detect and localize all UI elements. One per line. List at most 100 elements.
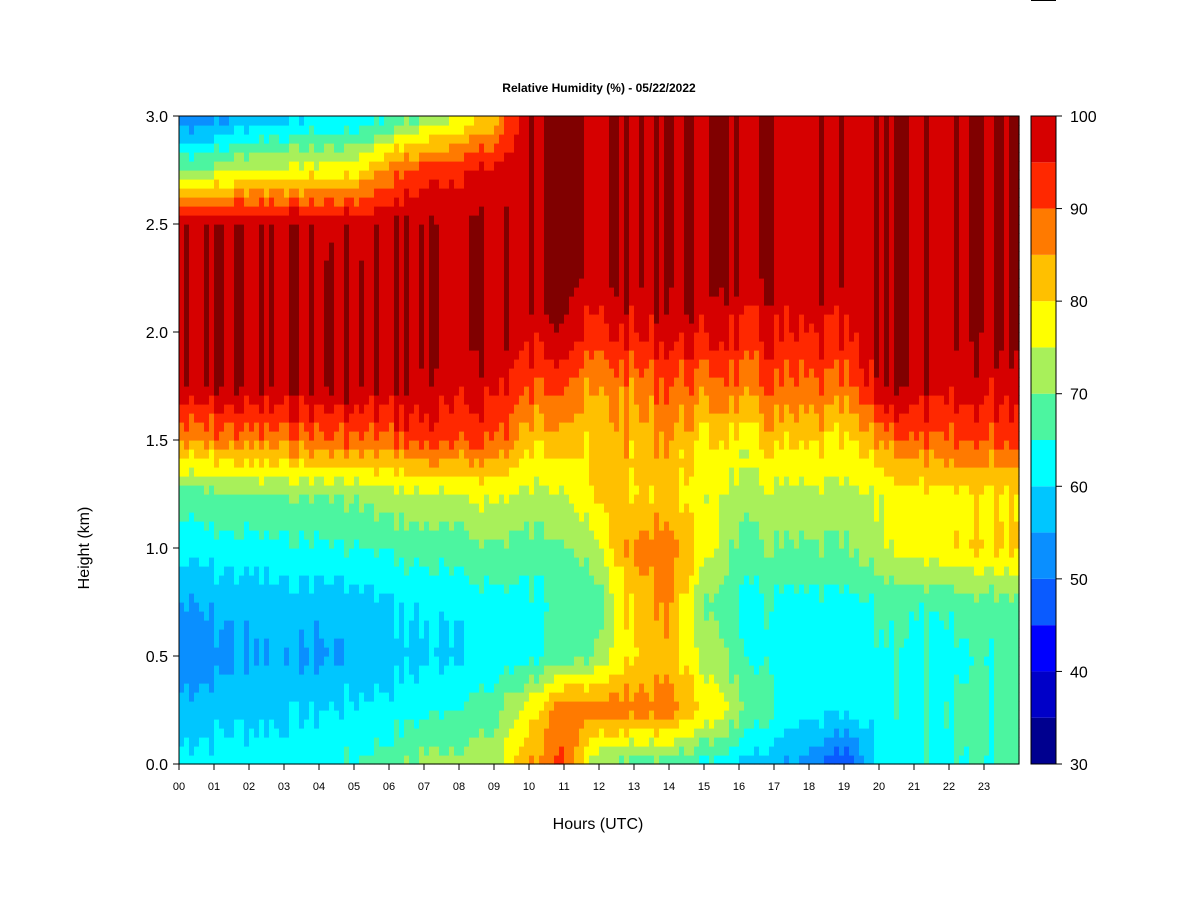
heatmap-cell: [309, 647, 315, 657]
heatmap-cell: [384, 674, 390, 684]
heatmap-cell: [349, 620, 355, 630]
heatmap-cell: [184, 413, 190, 423]
heatmap-cell: [319, 296, 325, 306]
heatmap-cell: [504, 404, 510, 414]
heatmap-cell: [319, 665, 325, 675]
heatmap-cell: [514, 233, 520, 243]
heatmap-cell: [374, 611, 380, 621]
heatmap-cell: [214, 467, 220, 477]
heatmap-cell: [214, 656, 220, 666]
heatmap-cell: [354, 485, 360, 495]
heatmap-cell: [519, 710, 525, 720]
heatmap-cell: [234, 656, 240, 666]
heatmap-cell: [519, 332, 525, 342]
heatmap-cell: [194, 665, 200, 675]
heatmap-cell: [249, 377, 255, 387]
heatmap-cell: [469, 278, 475, 288]
heatmap-cell: [379, 143, 385, 153]
heatmap-cell: [179, 152, 185, 162]
heatmap-cell: [364, 143, 370, 153]
heatmap-cell: [499, 341, 505, 351]
heatmap-cell: [264, 512, 270, 522]
heatmap-cell: [484, 251, 490, 261]
heatmap-cell: [264, 125, 270, 135]
heatmap-cell: [314, 575, 320, 585]
heatmap-cell: [509, 737, 515, 747]
heatmap-cell: [214, 710, 220, 720]
heatmap-cell: [509, 701, 515, 711]
heatmap-cell: [299, 278, 305, 288]
heatmap-cell: [294, 278, 300, 288]
heatmap-cell: [249, 755, 255, 765]
heatmap-cell: [229, 296, 235, 306]
heatmap-cell: [454, 629, 460, 639]
heatmap-cell: [384, 206, 390, 216]
heatmap-cell: [194, 278, 200, 288]
heatmap-cell: [479, 728, 485, 738]
heatmap-cell: [509, 593, 515, 603]
heatmap-cell: [374, 530, 380, 540]
heatmap-cell: [299, 197, 305, 207]
heatmap-cell: [184, 755, 190, 765]
heatmap-cell: [344, 197, 350, 207]
heatmap-cell: [199, 485, 205, 495]
heatmap-cell: [249, 584, 255, 594]
heatmap-cell: [479, 332, 485, 342]
heatmap-cell: [199, 665, 205, 675]
heatmap-cell: [194, 143, 200, 153]
heatmap-cell: [434, 170, 440, 180]
heatmap-cell: [224, 197, 230, 207]
heatmap-cell: [289, 116, 295, 126]
heatmap-cell: [314, 215, 320, 225]
heatmap-cell: [449, 629, 455, 639]
heatmap-cell: [314, 494, 320, 504]
heatmap-cell: [234, 620, 240, 630]
heatmap-cell: [384, 629, 390, 639]
heatmap-cell: [299, 746, 305, 756]
heatmap-cell: [499, 386, 505, 396]
heatmap-cell: [444, 359, 450, 369]
heatmap-cell: [309, 575, 315, 585]
heatmap-cell: [414, 692, 420, 702]
heatmap-cell: [404, 755, 410, 765]
heatmap-cell: [469, 440, 475, 450]
heatmap-cell: [329, 584, 335, 594]
heatmap-cell: [274, 251, 280, 261]
heatmap-cell: [494, 476, 500, 486]
heatmap-cell: [519, 296, 525, 306]
heatmap-cell: [239, 746, 245, 756]
heatmap-cell: [374, 512, 380, 522]
heatmap-cell: [469, 719, 475, 729]
heatmap-cell: [214, 287, 220, 297]
heatmap-cell: [414, 557, 420, 567]
heatmap-cell: [189, 512, 195, 522]
heatmap-cell: [284, 143, 290, 153]
heatmap-cell: [479, 170, 485, 180]
heatmap-cell: [289, 143, 295, 153]
heatmap-cell: [194, 179, 200, 189]
heatmap-cell: [419, 548, 425, 558]
heatmap-cell: [194, 242, 200, 252]
heatmap-cell: [209, 467, 215, 477]
heatmap-cell: [224, 503, 230, 513]
heatmap-cell: [519, 197, 525, 207]
heatmap-cell: [314, 458, 320, 468]
heatmap-cell: [484, 629, 490, 639]
heatmap-cell: [504, 350, 510, 360]
heatmap-cell: [364, 368, 370, 378]
heatmap-cell: [179, 692, 185, 702]
heatmap-cell: [354, 431, 360, 441]
heatmap-cell: [244, 260, 250, 270]
heatmap-cell: [284, 638, 290, 648]
heatmap-cell: [494, 314, 500, 324]
heatmap-cell: [394, 188, 400, 198]
heatmap-cell: [289, 593, 295, 603]
heatmap-cell: [204, 593, 210, 603]
heatmap-cell: [519, 593, 525, 603]
heatmap-cell: [204, 476, 210, 486]
heatmap-cell: [364, 233, 370, 243]
heatmap-cell: [214, 575, 220, 585]
heatmap-cell: [459, 431, 465, 441]
heatmap-cell: [424, 665, 430, 675]
heatmap-cell: [469, 404, 475, 414]
